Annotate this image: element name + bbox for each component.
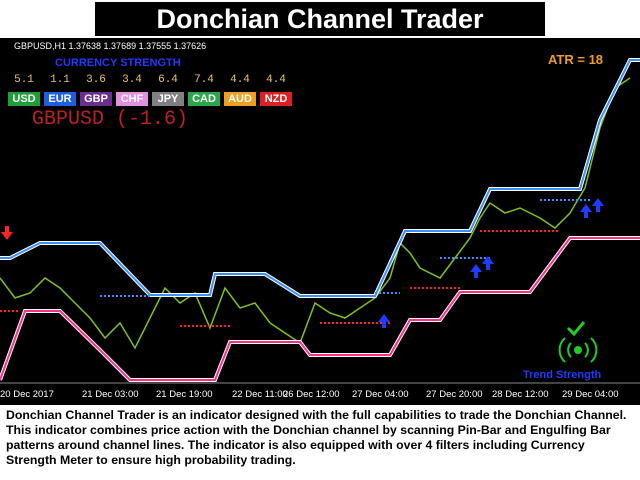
currency-badge: NZD [260,92,292,106]
chart-window: GBPUSD,H1 1.37638 1.37689 1.37555 1.3762… [0,38,640,405]
strength-value: 1.1 [50,74,70,86]
strength-value: 5.1 [14,74,34,86]
currency-badge: AUD [224,92,256,106]
description: Donchian Channel Trader is an indicator … [6,408,627,467]
x-tick-label: 28 Dec 12:00 [492,389,549,400]
signal-icon [558,337,598,363]
currency-badge: GBP [80,92,112,106]
x-tick-label: 22 Dec 11:00 [232,389,288,400]
currency-badge: CAD [188,92,220,106]
strength-value: 4.4 [230,74,250,86]
strength-value: 6.4 [158,74,178,86]
strength-title: CURRENCY STRENGTH [55,57,181,69]
strength-value: 4.4 [266,74,286,86]
page-title: Donchian Channel Trader [95,2,545,36]
strength-value: 3.6 [86,74,106,86]
lower-channel [0,237,640,381]
buy-arrows [378,198,604,328]
upper-channel [0,59,640,297]
x-tick-label: 27 Dec 04:00 [352,389,409,400]
trend-strength-label: Trend Strength [523,369,602,381]
lower-channel [0,236,640,382]
x-tick-label: 26 Dec 12:00 [283,389,340,400]
sell-arrow [1,226,13,240]
chart-drawing [0,58,640,384]
strength-value: 3.4 [122,74,142,86]
strength-value: 7.4 [194,74,214,86]
atr-label: ATR = 18 [548,52,604,67]
currency-badge: CHF [116,92,148,106]
x-tick-label: 27 Dec 20:00 [426,389,483,400]
price [0,77,631,350]
currency-badge: USD [8,92,40,106]
symbol-line: GBPUSD,H1 1.37638 1.37689 1.37555 1.3762… [14,41,207,51]
x-tick-label: 29 Dec 04:00 [562,389,619,400]
x-tick-label: 21 Dec 03:00 [82,389,139,400]
x-tick-label: 21 Dec 19:00 [156,389,213,400]
check-icon [566,321,586,337]
signal-levels [0,199,590,327]
currency-badge: EUR [44,92,76,106]
currency-badge: JPY [152,92,184,106]
pair-label: GBPUSD (-1.6) [32,108,189,131]
x-tick-label: 20 Dec 2017 [0,389,54,400]
